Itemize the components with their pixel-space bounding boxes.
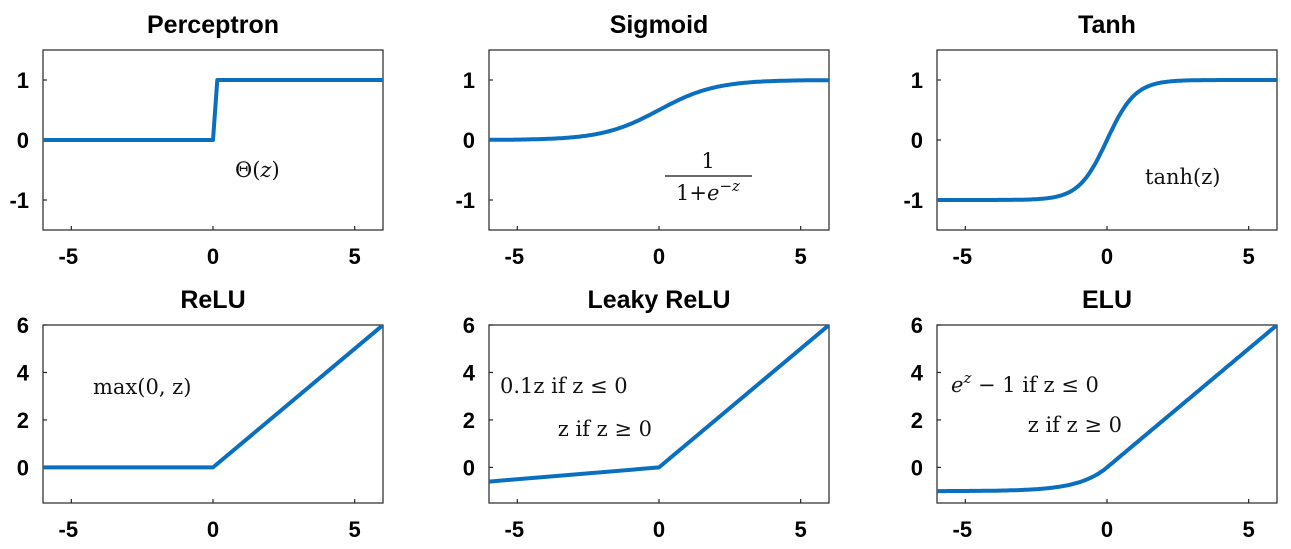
y-tick-label: 2 [17, 408, 29, 433]
formula-text: max(0, z) [93, 375, 191, 399]
formula-text: Θ(z) [235, 158, 280, 182]
x-tick-label: -5 [505, 244, 525, 269]
y-tick-label: 1 [17, 68, 29, 93]
x-tick-label: 0 [1101, 244, 1113, 269]
y-tick-label: 6 [911, 313, 923, 338]
chart-perceptron: Perceptron-5 0 510-1Θ(z) [9, 11, 384, 269]
y-tick-label: 4 [17, 360, 30, 385]
y-tick-label: -1 [455, 188, 475, 213]
series-line [43, 325, 383, 470]
formula-line-2: z if z ≥ 0 [558, 417, 652, 441]
y-tick-label: 6 [463, 313, 475, 338]
y-tick-label: 4 [463, 360, 476, 385]
formula-line-2: z if z ≥ 0 [1028, 413, 1122, 437]
formula-line-1: 0.1z if z ≤ 0 [500, 374, 628, 398]
y-tick-label: 1 [463, 68, 475, 93]
formula-annotation: max(0, z) [93, 375, 191, 399]
x-tick-label: 5 [1243, 244, 1255, 269]
x-tick-label: 5 [795, 517, 807, 542]
axes-box [42, 324, 384, 504]
y-tick-label: 0 [17, 128, 29, 153]
x-tick-label: 5 [795, 244, 807, 269]
y-tick-label: 6 [17, 313, 29, 338]
x-tick-label: 0 [207, 244, 219, 269]
formula-text: tanh(z) [1145, 165, 1220, 189]
y-tick-label: 0 [463, 128, 475, 153]
y-tick-label: 2 [463, 408, 475, 433]
y-tick-label: -1 [903, 188, 923, 213]
formula-annotation: 0.1z if z ≤ 0 z if z ≥ 0 [500, 374, 652, 441]
series-line [489, 78, 829, 142]
x-tick-label: 0 [653, 244, 665, 269]
x-tick-label: 0 [207, 517, 219, 542]
series-line [489, 325, 829, 484]
y-tick-label: 0 [463, 455, 475, 480]
formula-annotation: Θ(z) [235, 158, 280, 182]
y-tick-label: 0 [17, 455, 29, 480]
formula-annotation: tanh(z) [1145, 165, 1220, 189]
formula-denominator: 1+e−z [676, 177, 740, 205]
series-line [937, 78, 1277, 202]
x-tick-label: 5 [349, 244, 361, 269]
formula-line-1: ez − 1 if z ≤ 0 [951, 369, 1099, 397]
y-tick-label: 2 [911, 408, 923, 433]
x-tick-label: -5 [59, 517, 79, 542]
formula-annotation: ez − 1 if z ≤ 0 z if z ≥ 0 [951, 369, 1122, 437]
chart-relu: ReLU -5 0 5 6 4 2 0 max(0, z) [17, 286, 384, 542]
x-tick-label: 0 [1101, 517, 1113, 542]
x-tick-label: 5 [1243, 517, 1255, 542]
y-tick-label: 0 [911, 128, 923, 153]
y-tick-label: -1 [9, 188, 29, 213]
series-line [43, 78, 383, 142]
x-tick-label: -5 [505, 517, 525, 542]
chart-title: Sigmoid [610, 11, 709, 39]
chart-leaky-relu: Leaky ReLU -5 0 5 6 4 2 0 0.1z if z ≤ 0 z if z ≥ … [463, 286, 830, 542]
x-tick-label: 0 [653, 517, 665, 542]
chart-title: ReLU [180, 286, 245, 314]
series-line [937, 325, 1277, 494]
y-tick-label: 1 [911, 68, 923, 93]
chart-elu: ELU -5 0 5 6 4 2 0 ez − 1 if z ≤ 0 z if z ≥ 0 [911, 286, 1278, 542]
formula-numerator: 1 [701, 149, 714, 173]
chart-title: ELU [1082, 286, 1132, 314]
chart-title: Leaky ReLU [587, 286, 730, 314]
x-tick-label: -5 [953, 517, 973, 542]
x-tick-label: -5 [59, 244, 79, 269]
chart-sigmoid: Sigmoid-5 0 510-111+e−z [455, 11, 830, 269]
x-tick-label: 5 [349, 517, 361, 542]
chart-title: Tanh [1078, 11, 1136, 39]
chart-title: Perceptron [147, 11, 279, 39]
formula-annotation: 1 1+e−z [665, 149, 752, 205]
x-tick-label: -5 [953, 244, 973, 269]
y-tick-label: 4 [911, 360, 924, 385]
y-tick-label: 0 [911, 455, 923, 480]
